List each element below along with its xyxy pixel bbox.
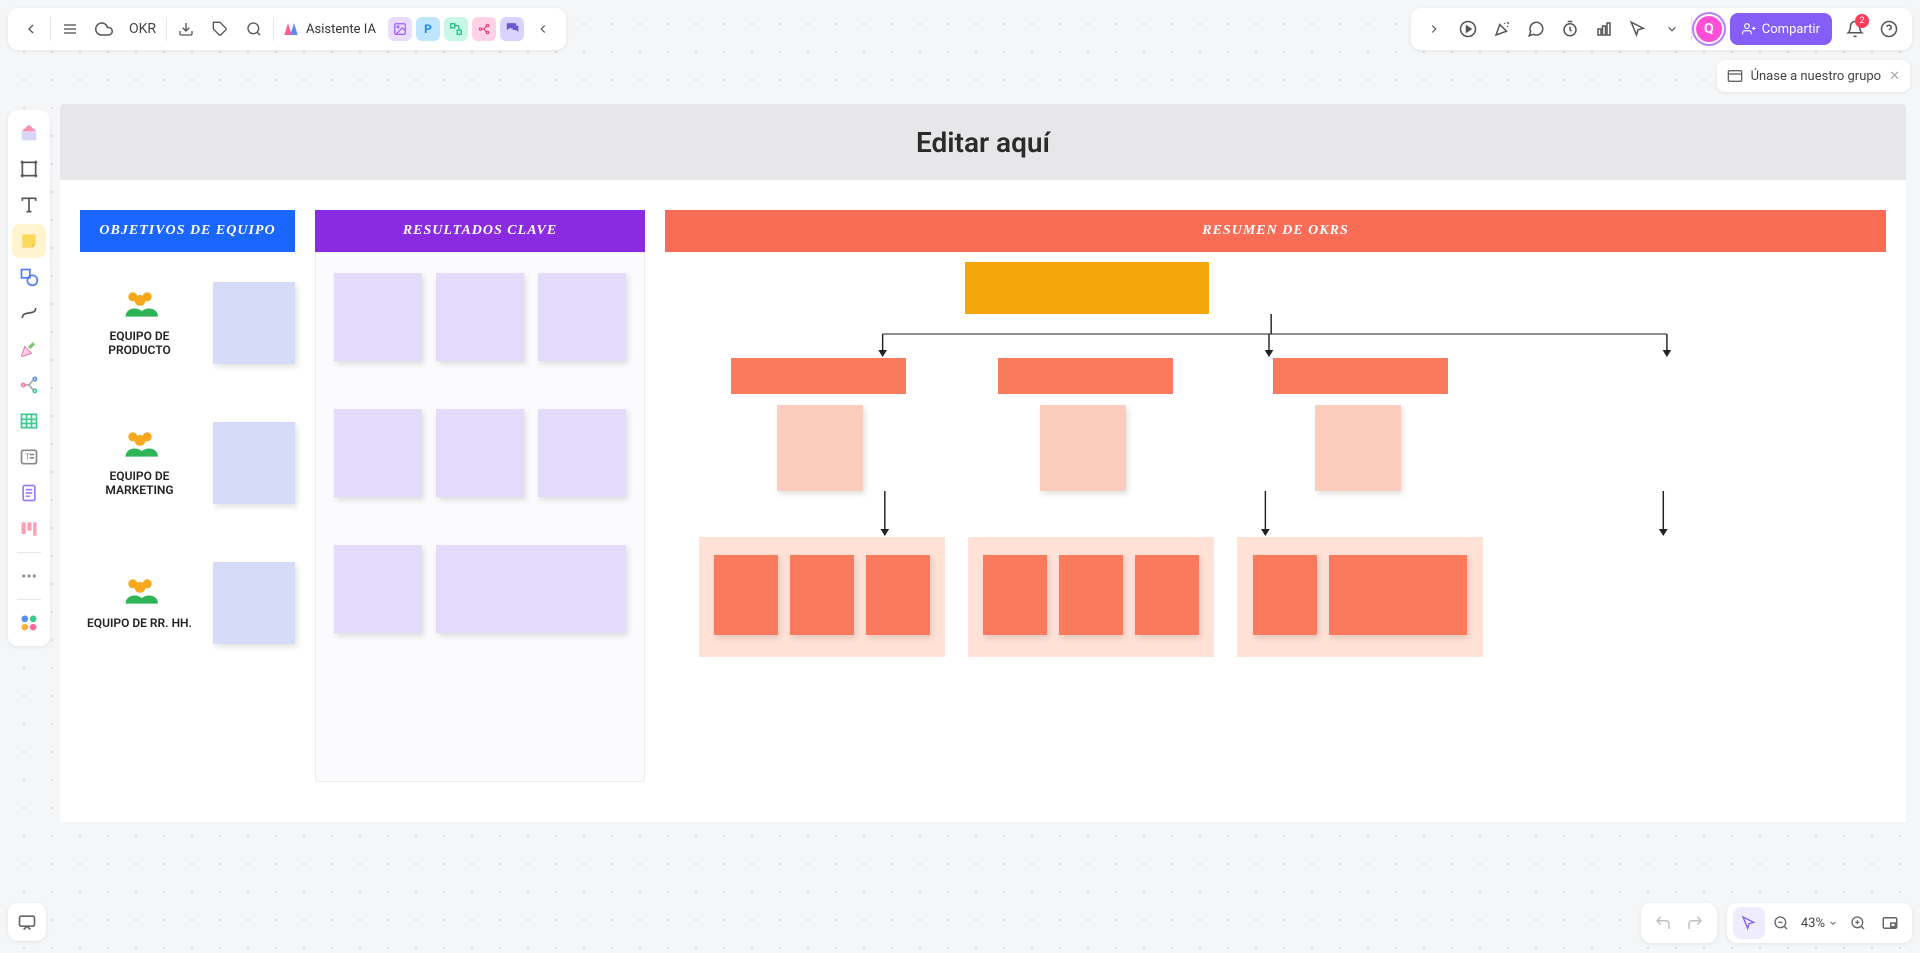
org-node[interactable] (1273, 358, 1448, 394)
shape-tool[interactable] (12, 260, 46, 294)
ai-chip-chat[interactable] (500, 17, 524, 41)
ai-chip-image[interactable] (388, 17, 412, 41)
org-node[interactable] (1237, 537, 1483, 657)
team-block: EQUIPO DE PRODUCTO (80, 282, 295, 364)
share-button[interactable]: Compartir (1730, 13, 1832, 45)
org-leaf-sticky[interactable] (983, 555, 1047, 635)
org-node[interactable] (1040, 405, 1126, 491)
org-node[interactable] (1315, 405, 1401, 491)
org-leaf-sticky[interactable] (866, 555, 930, 635)
top-left-toolbar: OKR Asistente IA P (8, 8, 566, 50)
more-top-button[interactable] (1655, 12, 1689, 46)
export-button[interactable] (169, 12, 203, 46)
mindmap-tool[interactable] (12, 368, 46, 402)
team-label: EQUIPO DE PRODUCTO (80, 329, 199, 357)
key-result-sticky[interactable] (436, 409, 524, 497)
cloud-sync-icon[interactable] (87, 12, 121, 46)
frame-tool[interactable] (12, 152, 46, 186)
column-objectives: OBJETIVOS DE EQUIPO EQUIPO DE PRODUCTO EQ… (80, 210, 295, 782)
feedback-button[interactable] (8, 903, 46, 941)
ai-chip-p[interactable]: P (416, 17, 440, 41)
key-result-row (334, 545, 626, 633)
top-right-toolbar: Q Compartir 2 (1411, 8, 1912, 50)
table-tool[interactable] (12, 404, 46, 438)
org-leaf-sticky[interactable] (790, 555, 854, 635)
org-leaf-sticky[interactable] (1253, 555, 1317, 635)
kanban-tool[interactable] (12, 512, 46, 546)
tag-button[interactable] (203, 12, 237, 46)
org-node[interactable] (998, 358, 1173, 394)
document-tool[interactable] (12, 476, 46, 510)
user-avatar[interactable]: Q (1694, 14, 1724, 44)
ai-chip-mind[interactable] (472, 17, 496, 41)
celebrate-button[interactable] (1485, 12, 1519, 46)
key-result-sticky[interactable] (538, 273, 626, 361)
key-result-sticky[interactable] (538, 409, 626, 497)
board-title[interactable]: Editar aquí (60, 104, 1906, 180)
templates-tool[interactable] (12, 116, 46, 150)
text-tool[interactable] (12, 188, 46, 222)
present-button[interactable] (1451, 12, 1485, 46)
cursor-follow-button[interactable] (1621, 12, 1655, 46)
ai-assistant-button[interactable]: Asistente IA (276, 20, 386, 38)
share-label: Compartir (1762, 22, 1820, 37)
team-label: EQUIPO DE MARKETING (80, 469, 199, 497)
menu-button[interactable] (53, 12, 87, 46)
org-chart[interactable] (675, 262, 1876, 742)
column-summary-header: RESUMEN DE OKRS (665, 210, 1886, 252)
ai-chip-flow[interactable] (444, 17, 468, 41)
org-node[interactable] (777, 405, 863, 491)
column-objectives-header: OBJETIVOS DE EQUIPO (80, 210, 295, 252)
column-summary: RESUMEN DE OKRS (665, 210, 1886, 782)
join-group-chip[interactable]: Únase a nuestro grupo ✕ (1717, 60, 1910, 92)
objective-sticky[interactable] (213, 422, 295, 504)
comment-button[interactable] (1519, 12, 1553, 46)
org-leaf-sticky[interactable] (1059, 555, 1123, 635)
collapse-left-icon[interactable] (526, 12, 560, 46)
team-block: EQUIPO DE MARKETING (80, 422, 295, 504)
back-button[interactable] (14, 12, 48, 46)
org-node[interactable] (965, 262, 1209, 314)
org-node[interactable] (731, 358, 906, 394)
vote-button[interactable] (1587, 12, 1621, 46)
help-button[interactable] (1872, 12, 1906, 46)
objective-sticky[interactable] (213, 562, 295, 644)
sticky-note-tool[interactable] (12, 224, 46, 258)
key-result-sticky[interactable] (334, 545, 422, 633)
column-key-results: RESULTADOS CLAVE (315, 210, 645, 782)
key-result-sticky[interactable] (334, 273, 422, 361)
join-group-close-icon[interactable]: ✕ (1889, 69, 1900, 84)
connector-tool[interactable] (12, 296, 46, 330)
text-card-tool[interactable]: T (12, 440, 46, 474)
svg-text:T: T (25, 453, 30, 463)
board[interactable]: Editar aquí OBJETIVOS DE EQUIPO EQUIPO D… (60, 104, 1906, 953)
notifications-button[interactable]: 2 (1838, 12, 1872, 46)
key-result-row (334, 409, 626, 497)
key-result-sticky[interactable] (436, 273, 524, 361)
search-button[interactable] (237, 12, 271, 46)
key-result-sticky[interactable] (436, 545, 626, 633)
left-toolbar: T (8, 110, 50, 646)
document-title[interactable]: OKR (121, 21, 164, 37)
key-result-sticky[interactable] (334, 409, 422, 497)
column-key-results-header: RESULTADOS CLAVE (315, 210, 645, 252)
notification-badge: 2 (1855, 14, 1869, 28)
pen-tool[interactable] (12, 332, 46, 366)
org-leaf-sticky[interactable] (1329, 555, 1467, 635)
objective-sticky[interactable] (213, 282, 295, 364)
org-node[interactable] (968, 537, 1214, 657)
team-block: EQUIPO DE RR. HH. (80, 562, 295, 644)
key-result-row (334, 273, 626, 361)
org-leaf-sticky[interactable] (714, 555, 778, 635)
org-node[interactable] (699, 537, 945, 657)
more-tools[interactable] (12, 559, 46, 593)
org-leaf-sticky[interactable] (1135, 555, 1199, 635)
ai-assistant-label: Asistente IA (306, 22, 376, 37)
expand-right-icon[interactable] (1417, 12, 1451, 46)
join-group-label: Únase a nuestro grupo (1751, 69, 1882, 84)
team-label: EQUIPO DE RR. HH. (87, 616, 192, 630)
apps-tool[interactable] (12, 606, 46, 640)
timer-button[interactable] (1553, 12, 1587, 46)
